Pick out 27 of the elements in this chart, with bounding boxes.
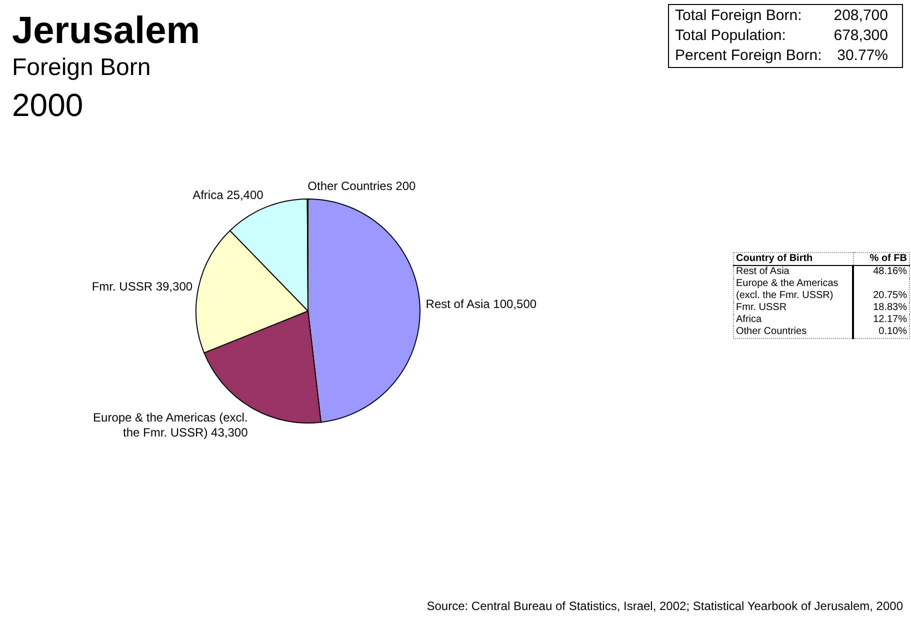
text: 18.83% [853, 302, 910, 314]
slice-label: Fmr. USSR 39,300 [92, 280, 193, 294]
text: 20.75% [853, 278, 910, 302]
text: Rest of Asia [735, 266, 790, 278]
text: Other Countries [735, 326, 808, 338]
chart-title: Jerusalem [12, 10, 200, 52]
text: 0.10% [853, 326, 910, 338]
slice-label: Europe & the Americas (excl. the Fmr. USSR) 43,300 [93, 410, 248, 440]
text: Percent Foreign Born: [675, 46, 822, 66]
text: Fmr. USSR [735, 302, 788, 314]
text: Europe & the Americas (excl. the Fmr. USSR) [735, 278, 840, 302]
chart-subtitle: Foreign Born [12, 54, 151, 81]
slice-label: Rest of Asia 100,500 [426, 297, 537, 312]
text: Africa [735, 314, 763, 326]
text: Total Foreign Born: [675, 6, 803, 26]
slice-label: Other Countries 200 [308, 179, 416, 193]
text: 678,300 [832, 26, 888, 46]
text: Total Population: [675, 26, 787, 46]
text: Country of Birth [734, 252, 853, 266]
text: 208,700 [832, 6, 888, 26]
text: 12.17% [853, 314, 910, 326]
text: 48.16% [853, 266, 910, 278]
text: % of FB [853, 252, 910, 266]
source-note: Source: Central Bureau of Statistics, Israel, 2002; Statistical Yearbook of Jerusalem, 2000 [426, 599, 903, 613]
slice-label: Africa 25,400 [192, 188, 264, 202]
text: 30.77% [836, 46, 888, 66]
text: 2000 [12, 87, 84, 123]
